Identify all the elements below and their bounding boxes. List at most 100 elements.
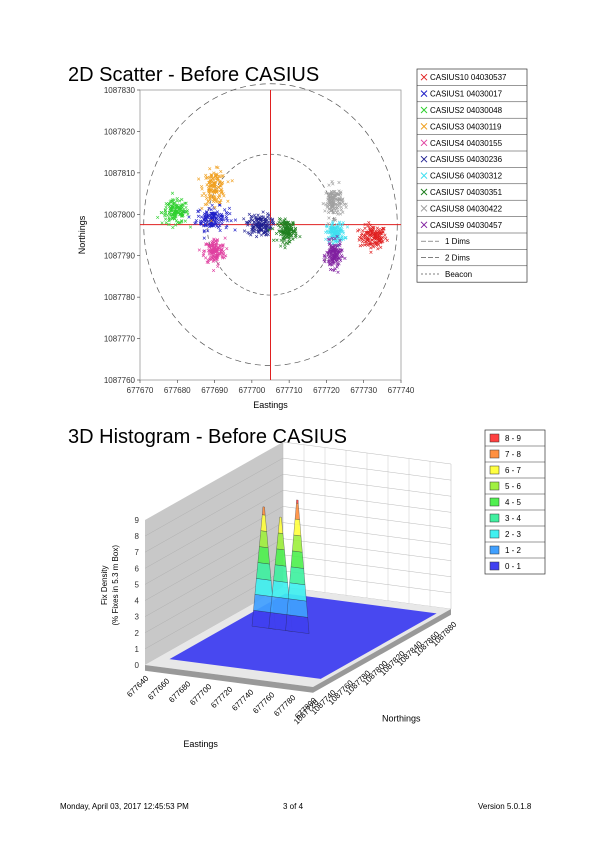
peak-band bbox=[257, 546, 270, 565]
point bbox=[264, 227, 268, 231]
point bbox=[379, 237, 384, 241]
point bbox=[200, 185, 204, 189]
series-5 bbox=[197, 236, 229, 273]
point bbox=[271, 220, 276, 225]
point bbox=[225, 219, 230, 223]
point bbox=[288, 222, 292, 226]
point bbox=[328, 267, 333, 272]
point bbox=[217, 185, 221, 189]
point bbox=[363, 236, 368, 240]
point bbox=[337, 250, 341, 254]
point bbox=[212, 215, 216, 219]
point bbox=[242, 229, 247, 233]
legend-marker bbox=[420, 221, 428, 229]
point bbox=[174, 223, 178, 227]
point bbox=[328, 225, 332, 230]
point bbox=[327, 249, 331, 253]
footer-version: Version 5.0.1.8 bbox=[478, 802, 532, 811]
point bbox=[340, 234, 344, 238]
series-10 bbox=[322, 234, 347, 274]
point bbox=[356, 229, 360, 233]
point bbox=[250, 225, 254, 230]
point bbox=[325, 205, 329, 209]
series-4 bbox=[197, 165, 234, 223]
peak-band bbox=[274, 548, 287, 567]
point bbox=[256, 213, 260, 217]
point bbox=[339, 205, 343, 209]
point bbox=[293, 226, 297, 231]
point bbox=[377, 228, 381, 232]
point bbox=[332, 218, 336, 222]
point bbox=[323, 255, 328, 259]
point bbox=[259, 221, 263, 225]
wall-grid-line bbox=[144, 474, 452, 553]
point bbox=[205, 210, 209, 214]
point bbox=[207, 206, 211, 211]
point bbox=[326, 231, 330, 235]
point bbox=[376, 241, 380, 245]
point bbox=[290, 227, 294, 231]
point bbox=[218, 200, 222, 204]
point bbox=[324, 237, 328, 241]
point bbox=[233, 228, 237, 232]
point bbox=[330, 220, 335, 224]
z-tick-label: 0 bbox=[135, 661, 140, 670]
point bbox=[163, 209, 167, 213]
point bbox=[209, 187, 213, 191]
point bbox=[246, 223, 250, 227]
z-tick-label: 6 bbox=[135, 564, 140, 573]
point bbox=[294, 231, 298, 235]
point bbox=[215, 241, 219, 245]
point bbox=[336, 209, 340, 213]
point bbox=[176, 207, 181, 212]
legend-entry: CASIUS10 04030537 bbox=[430, 73, 507, 82]
point bbox=[357, 228, 361, 232]
point bbox=[337, 231, 341, 235]
point bbox=[332, 189, 336, 194]
point bbox=[262, 217, 267, 221]
point bbox=[266, 212, 270, 216]
point bbox=[259, 233, 264, 237]
point bbox=[200, 187, 204, 191]
point bbox=[284, 220, 288, 225]
point bbox=[168, 207, 172, 211]
peak-band bbox=[259, 530, 269, 548]
z-tick-label: 4 bbox=[135, 597, 140, 606]
point bbox=[213, 190, 217, 194]
point bbox=[287, 237, 291, 241]
point bbox=[337, 180, 341, 185]
point bbox=[160, 221, 164, 225]
point bbox=[379, 245, 383, 249]
point bbox=[217, 246, 221, 251]
point bbox=[262, 231, 266, 235]
point bbox=[180, 219, 184, 223]
point bbox=[214, 216, 218, 220]
point bbox=[223, 208, 227, 212]
z-tick-label: 5 bbox=[135, 580, 140, 589]
point bbox=[363, 226, 367, 230]
point bbox=[362, 233, 366, 238]
point bbox=[253, 227, 257, 232]
x-tick-label: 677740 bbox=[388, 386, 415, 395]
point bbox=[168, 200, 172, 204]
point bbox=[257, 231, 261, 235]
point bbox=[214, 257, 218, 261]
point bbox=[228, 212, 232, 216]
point bbox=[369, 250, 373, 254]
point bbox=[253, 230, 257, 234]
point bbox=[381, 226, 385, 231]
point bbox=[327, 207, 332, 211]
point bbox=[156, 215, 160, 220]
point bbox=[199, 215, 204, 219]
point bbox=[337, 202, 341, 206]
histogram-title: 3D Histogram - Before CASIUS bbox=[68, 426, 347, 448]
point bbox=[335, 265, 339, 269]
point bbox=[219, 169, 223, 174]
point bbox=[215, 238, 220, 242]
point bbox=[171, 213, 175, 217]
point bbox=[185, 209, 190, 213]
point bbox=[180, 197, 184, 202]
point bbox=[340, 223, 345, 227]
point bbox=[260, 217, 264, 221]
point bbox=[367, 226, 371, 231]
